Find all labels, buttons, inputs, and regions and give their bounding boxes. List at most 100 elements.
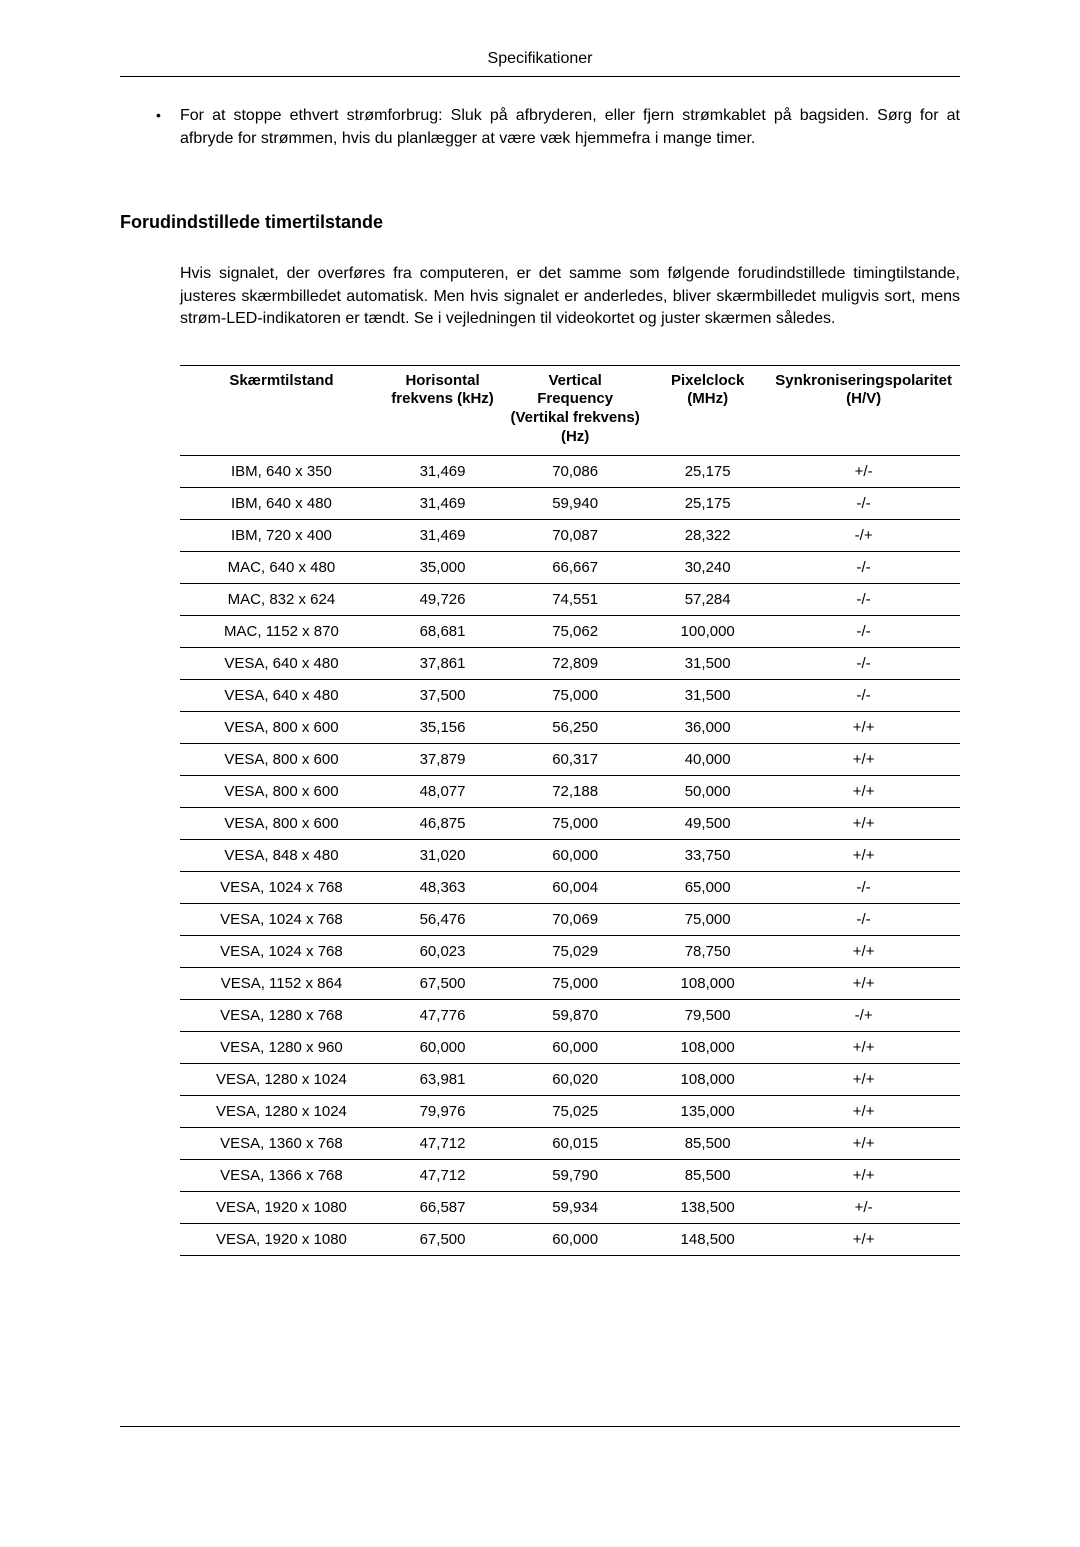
- bullet-text: For at stoppe ethvert strømforbrug: Sluk…: [180, 105, 960, 150]
- table-cell: 28,322: [648, 519, 767, 551]
- bullet-marker: •: [156, 105, 180, 150]
- table-cell: 31,469: [383, 455, 502, 487]
- table-row: IBM, 720 x 40031,46970,08728,322-/+: [180, 519, 960, 551]
- table-cell: VESA, 800 x 600: [180, 711, 383, 743]
- table-cell: VESA, 1024 x 768: [180, 871, 383, 903]
- timing-table-body: IBM, 640 x 35031,46970,08625,175+/-IBM, …: [180, 455, 960, 1255]
- table-cell: +/+: [767, 743, 960, 775]
- table-cell: -/-: [767, 615, 960, 647]
- table-cell: 108,000: [648, 1063, 767, 1095]
- table-row: VESA, 640 x 48037,50075,00031,500-/-: [180, 679, 960, 711]
- table-row: VESA, 1366 x 76847,71259,79085,500+/+: [180, 1159, 960, 1191]
- table-row: VESA, 800 x 60035,15656,25036,000+/+: [180, 711, 960, 743]
- table-cell: MAC, 832 x 624: [180, 583, 383, 615]
- table-cell: +/+: [767, 1063, 960, 1095]
- table-cell: 68,681: [383, 615, 502, 647]
- table-cell: VESA, 640 x 480: [180, 679, 383, 711]
- page-header-title: Specifikationer: [488, 50, 593, 67]
- page-footer-rule: [120, 1426, 960, 1427]
- table-cell: 100,000: [648, 615, 767, 647]
- table-row: VESA, 1024 x 76856,47670,06975,000-/-: [180, 903, 960, 935]
- table-cell: VESA, 1280 x 960: [180, 1031, 383, 1063]
- table-row: VESA, 640 x 48037,86172,80931,500-/-: [180, 647, 960, 679]
- table-cell: 33,750: [648, 839, 767, 871]
- table-cell: -/+: [767, 519, 960, 551]
- table-cell: 67,500: [383, 967, 502, 999]
- timing-table-col-header: Skærmtilstand: [180, 365, 383, 455]
- table-cell: 60,020: [502, 1063, 648, 1095]
- table-cell: 36,000: [648, 711, 767, 743]
- table-cell: 57,284: [648, 583, 767, 615]
- table-cell: 60,004: [502, 871, 648, 903]
- table-cell: 60,317: [502, 743, 648, 775]
- table-cell: 56,250: [502, 711, 648, 743]
- timing-table-col-header: Pixelclock (MHz): [648, 365, 767, 455]
- table-cell: 60,023: [383, 935, 502, 967]
- table-row: MAC, 1152 x 87068,68175,062100,000-/-: [180, 615, 960, 647]
- table-cell: VESA, 1280 x 768: [180, 999, 383, 1031]
- table-cell: -/-: [767, 551, 960, 583]
- table-cell: +/+: [767, 1223, 960, 1255]
- table-cell: 138,500: [648, 1191, 767, 1223]
- table-cell: -/-: [767, 487, 960, 519]
- table-row: VESA, 1280 x 96060,00060,000108,000+/+: [180, 1031, 960, 1063]
- page-header: Specifikationer: [120, 48, 960, 77]
- table-cell: 67,500: [383, 1223, 502, 1255]
- table-row: VESA, 1152 x 86467,50075,000108,000+/+: [180, 967, 960, 999]
- table-row: VESA, 1920 x 108067,50060,000148,500+/+: [180, 1223, 960, 1255]
- table-cell: 60,000: [383, 1031, 502, 1063]
- table-cell: VESA, 848 x 480: [180, 839, 383, 871]
- table-cell: VESA, 800 x 600: [180, 775, 383, 807]
- table-cell: VESA, 640 x 480: [180, 647, 383, 679]
- table-cell: 60,000: [502, 1223, 648, 1255]
- table-cell: +/+: [767, 1031, 960, 1063]
- table-row: VESA, 800 x 60046,87575,00049,500+/+: [180, 807, 960, 839]
- table-cell: 108,000: [648, 967, 767, 999]
- table-cell: IBM, 720 x 400: [180, 519, 383, 551]
- table-cell: 59,870: [502, 999, 648, 1031]
- timing-table-col-header: Synkroniseringspolaritet (H/V): [767, 365, 960, 455]
- table-cell: +/+: [767, 1095, 960, 1127]
- table-cell: 47,712: [383, 1127, 502, 1159]
- table-cell: +/+: [767, 1159, 960, 1191]
- table-cell: 72,188: [502, 775, 648, 807]
- table-cell: 70,069: [502, 903, 648, 935]
- table-cell: 78,750: [648, 935, 767, 967]
- table-cell: VESA, 1280 x 1024: [180, 1095, 383, 1127]
- section-intro: Hvis signalet, der overføres fra compute…: [180, 263, 960, 330]
- table-cell: 85,500: [648, 1127, 767, 1159]
- table-cell: VESA, 1152 x 864: [180, 967, 383, 999]
- table-cell: MAC, 1152 x 870: [180, 615, 383, 647]
- table-cell: 75,062: [502, 615, 648, 647]
- table-cell: 75,000: [502, 967, 648, 999]
- table-cell: -/+: [767, 999, 960, 1031]
- timing-table-col-header: Horisontal frekvens (kHz): [383, 365, 502, 455]
- table-row: MAC, 640 x 48035,00066,66730,240-/-: [180, 551, 960, 583]
- table-cell: 47,712: [383, 1159, 502, 1191]
- table-cell: -/-: [767, 871, 960, 903]
- table-cell: 60,000: [502, 839, 648, 871]
- table-cell: 46,875: [383, 807, 502, 839]
- table-cell: 37,500: [383, 679, 502, 711]
- table-cell: +/+: [767, 967, 960, 999]
- table-row: VESA, 1024 x 76848,36360,00465,000-/-: [180, 871, 960, 903]
- table-row: VESA, 1920 x 108066,58759,934138,500+/-: [180, 1191, 960, 1223]
- table-cell: 75,025: [502, 1095, 648, 1127]
- table-cell: 79,500: [648, 999, 767, 1031]
- timing-table-header-row: SkærmtilstandHorisontal frekvens (kHz)Ve…: [180, 365, 960, 455]
- table-cell: VESA, 1920 x 1080: [180, 1191, 383, 1223]
- table-cell: 75,000: [648, 903, 767, 935]
- table-cell: VESA, 800 x 600: [180, 807, 383, 839]
- table-cell: +/-: [767, 1191, 960, 1223]
- table-cell: 108,000: [648, 1031, 767, 1063]
- table-cell: 35,000: [383, 551, 502, 583]
- table-row: IBM, 640 x 48031,46959,94025,175-/-: [180, 487, 960, 519]
- table-cell: VESA, 1920 x 1080: [180, 1223, 383, 1255]
- table-row: IBM, 640 x 35031,46970,08625,175+/-: [180, 455, 960, 487]
- table-cell: 35,156: [383, 711, 502, 743]
- table-cell: 40,000: [648, 743, 767, 775]
- table-cell: 85,500: [648, 1159, 767, 1191]
- table-cell: VESA, 1360 x 768: [180, 1127, 383, 1159]
- table-cell: +/-: [767, 455, 960, 487]
- table-cell: +/+: [767, 1127, 960, 1159]
